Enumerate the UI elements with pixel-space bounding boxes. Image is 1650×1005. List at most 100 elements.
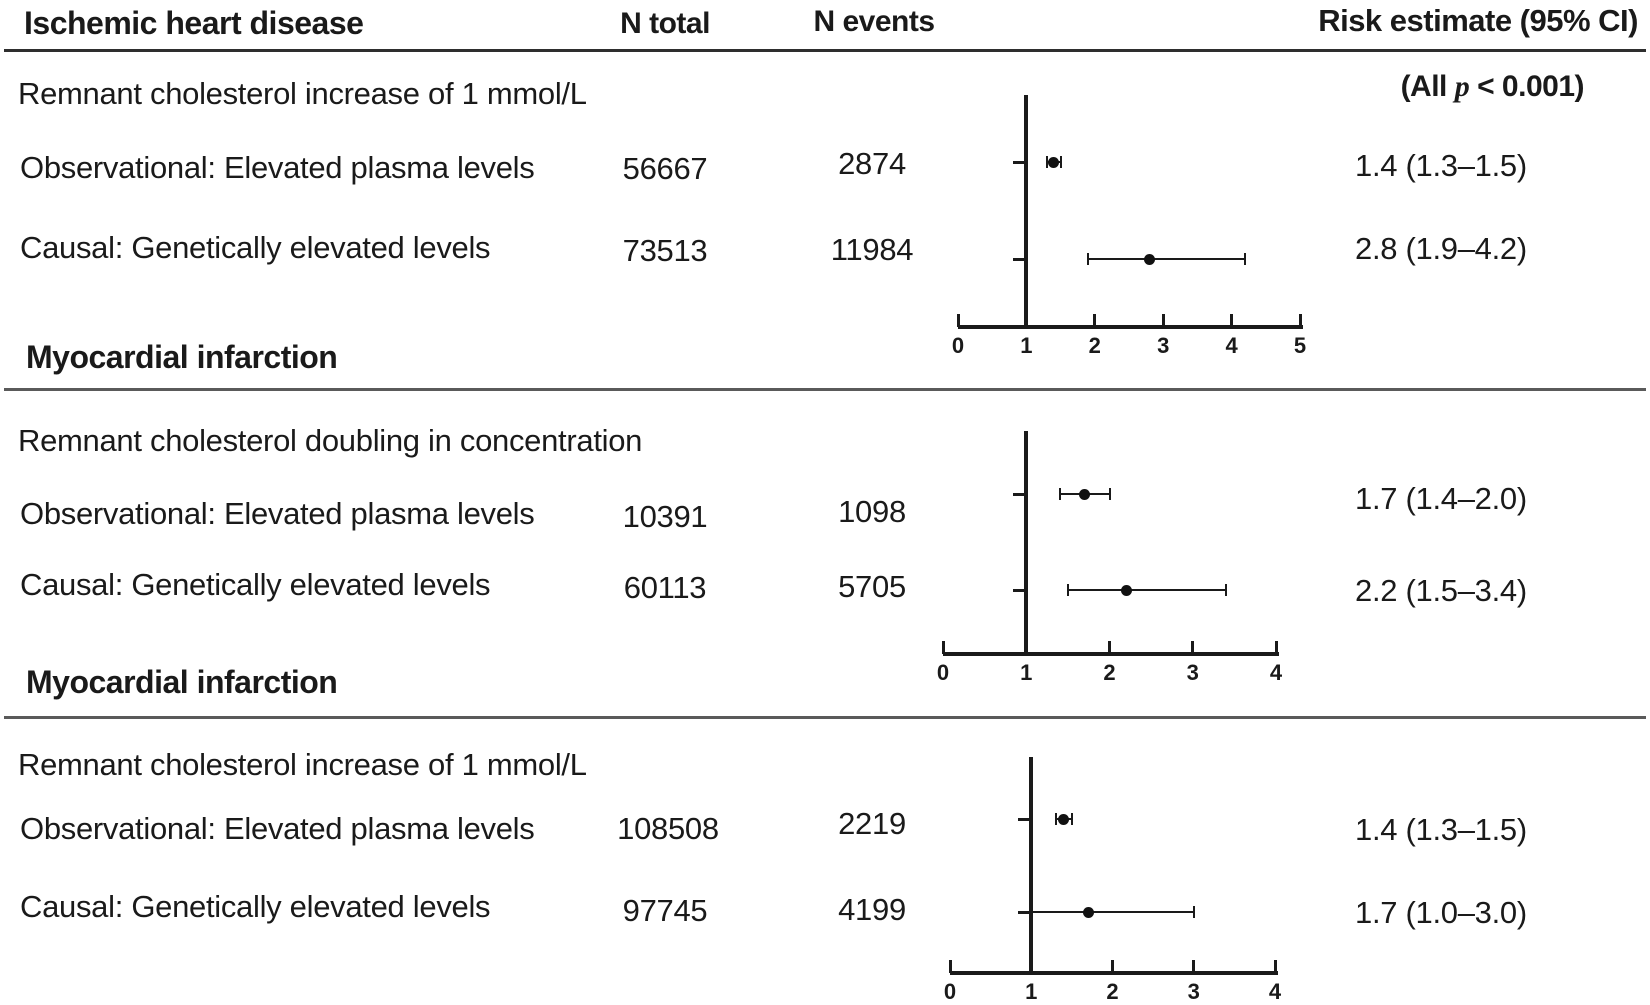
section-divider: [4, 388, 1646, 391]
x-axis-tick-label: 5: [1293, 333, 1307, 358]
ci-cap-right: [1244, 253, 1247, 265]
column-header-n-events: N events: [813, 5, 935, 38]
section-subtitle: Remnant cholesterol increase of 1 mmol/L: [18, 747, 587, 782]
point-marker: [1082, 906, 1094, 918]
row-tick: [1013, 257, 1027, 261]
x-axis-tick: [1108, 641, 1111, 654]
ci-cap-left: [1054, 813, 1057, 825]
x-axis-tick: [1093, 314, 1097, 327]
x-axis-line: [950, 971, 1278, 975]
n-total-value: 73513: [622, 233, 708, 268]
ci-line: [1067, 589, 1227, 591]
x-axis-tick-label: 2: [1088, 333, 1101, 358]
risk-estimate-value: 1.7 (1.0–3.0): [1355, 895, 1527, 930]
row-label: Observational: Elevated plasma levels: [20, 496, 535, 531]
risk-estimate-value: 1.4 (1.3–1.5): [1355, 812, 1527, 847]
x-axis-line: [958, 325, 1303, 329]
n-events-value: 2219: [838, 806, 906, 841]
n-events-value: 5705: [838, 569, 906, 604]
row-tick: [1013, 492, 1027, 496]
x-axis-tick: [948, 960, 952, 973]
row-tick: [1018, 817, 1032, 821]
x-axis-tick: [1298, 314, 1302, 327]
n-events-value: 4199: [838, 892, 906, 927]
ci-line: [1087, 258, 1246, 260]
forest-plot-panel-3: 0 1 2 3 4: [900, 745, 1360, 1005]
p-note-open: (All: [1400, 70, 1455, 103]
row-tick: [1013, 588, 1027, 592]
x-axis-tick: [941, 641, 945, 654]
x-axis-tick-label: 2: [1106, 979, 1119, 1004]
p-note-close: < 0.001): [1469, 70, 1584, 103]
x-axis-tick-label: 1: [1025, 979, 1038, 1004]
row-label: Causal: Genetically elevated levels: [20, 889, 491, 924]
risk-estimate-value: 1.7 (1.4–2.0): [1355, 481, 1527, 516]
x-axis-tick-label: 0: [936, 660, 950, 685]
ci-cap-left: [1086, 253, 1089, 265]
x-axis-tick: [1024, 641, 1028, 654]
x-axis-tick-label: 0: [951, 333, 965, 358]
ci-cap-right: [1059, 156, 1062, 168]
row-label: Causal: Genetically elevated levels: [20, 567, 491, 602]
x-axis-tick-label: 1: [1020, 660, 1033, 685]
ci-cap-left: [1045, 156, 1048, 168]
x-axis-tick-label: 3: [1187, 979, 1200, 1004]
column-header-risk-estimate: Risk estimate (95% CI): [1318, 3, 1638, 38]
ci-cap-left: [1066, 584, 1069, 596]
risk-estimate-value: 1.4 (1.3–1.5): [1355, 148, 1527, 183]
row-label: Observational: Elevated plasma levels: [20, 811, 535, 846]
x-axis-tick-label: 4: [1268, 979, 1282, 1004]
n-total-value: 97745: [622, 893, 708, 928]
ci-cap-left: [1030, 906, 1033, 918]
x-axis-tick-label: 4: [1225, 333, 1238, 358]
point-marker: [1058, 813, 1070, 825]
n-events-value: 2874: [838, 146, 906, 181]
risk-estimate-value: 2.8 (1.9–4.2): [1355, 231, 1527, 266]
n-events-value: 11984: [830, 232, 914, 267]
group-header-myocardial-infarction: Myocardial infarction: [26, 339, 338, 375]
x-axis-tick: [1029, 960, 1033, 973]
n-total-value: 108508: [617, 811, 719, 846]
point-marker: [1079, 488, 1091, 500]
x-axis-tick-label: 3: [1157, 333, 1170, 358]
ci-line: [1031, 911, 1194, 913]
section-subtitle: Remnant cholesterol increase of 1 mmol/L: [18, 76, 587, 111]
x-axis-tick-label: 0: [943, 979, 957, 1004]
header-rule: [4, 49, 1646, 52]
group-header-myocardial-infarction: Myocardial infarction: [26, 664, 338, 700]
x-axis-tick: [1274, 641, 1278, 654]
n-total-value: 56667: [622, 151, 708, 186]
section-divider: [4, 716, 1646, 719]
p-symbol: p: [1454, 70, 1470, 103]
x-axis-tick: [1273, 960, 1277, 973]
x-axis-tick: [1230, 314, 1234, 327]
row-tick: [1018, 910, 1032, 914]
x-axis-tick-label: 4: [1269, 660, 1283, 685]
ci-cap-right: [1225, 584, 1228, 596]
forest-plot-panel-1: 0 1 2 3 4 5: [900, 85, 1360, 365]
n-total-value: 60113: [623, 570, 707, 605]
x-axis-tick: [1111, 960, 1114, 973]
ci-cap-right: [1192, 906, 1195, 918]
risk-estimate-value: 2.2 (1.5–3.4): [1355, 573, 1527, 608]
x-axis-tick: [956, 314, 960, 327]
point-marker: [1048, 156, 1060, 168]
reference-line: [1024, 431, 1029, 654]
row-tick: [1013, 160, 1027, 164]
x-axis-tick: [1161, 314, 1165, 327]
reference-line: [1029, 757, 1034, 973]
figure-title: Ischemic heart disease: [24, 5, 364, 41]
forest-plot-panel-2: 0 1 2 3 4: [900, 420, 1360, 700]
ci-cap-left: [1058, 488, 1061, 500]
point-marker: [1120, 584, 1132, 596]
x-axis-tick-label: 1: [1020, 333, 1033, 358]
column-header-n-total: N total: [620, 7, 710, 40]
x-axis-tick: [1192, 960, 1196, 973]
x-axis-tick: [1191, 641, 1195, 654]
x-axis-line: [943, 652, 1279, 656]
reference-line: [1024, 95, 1029, 327]
x-axis-tick: [1024, 314, 1028, 327]
n-events-value: 1098: [838, 494, 906, 529]
n-total-value: 10391: [622, 499, 708, 534]
